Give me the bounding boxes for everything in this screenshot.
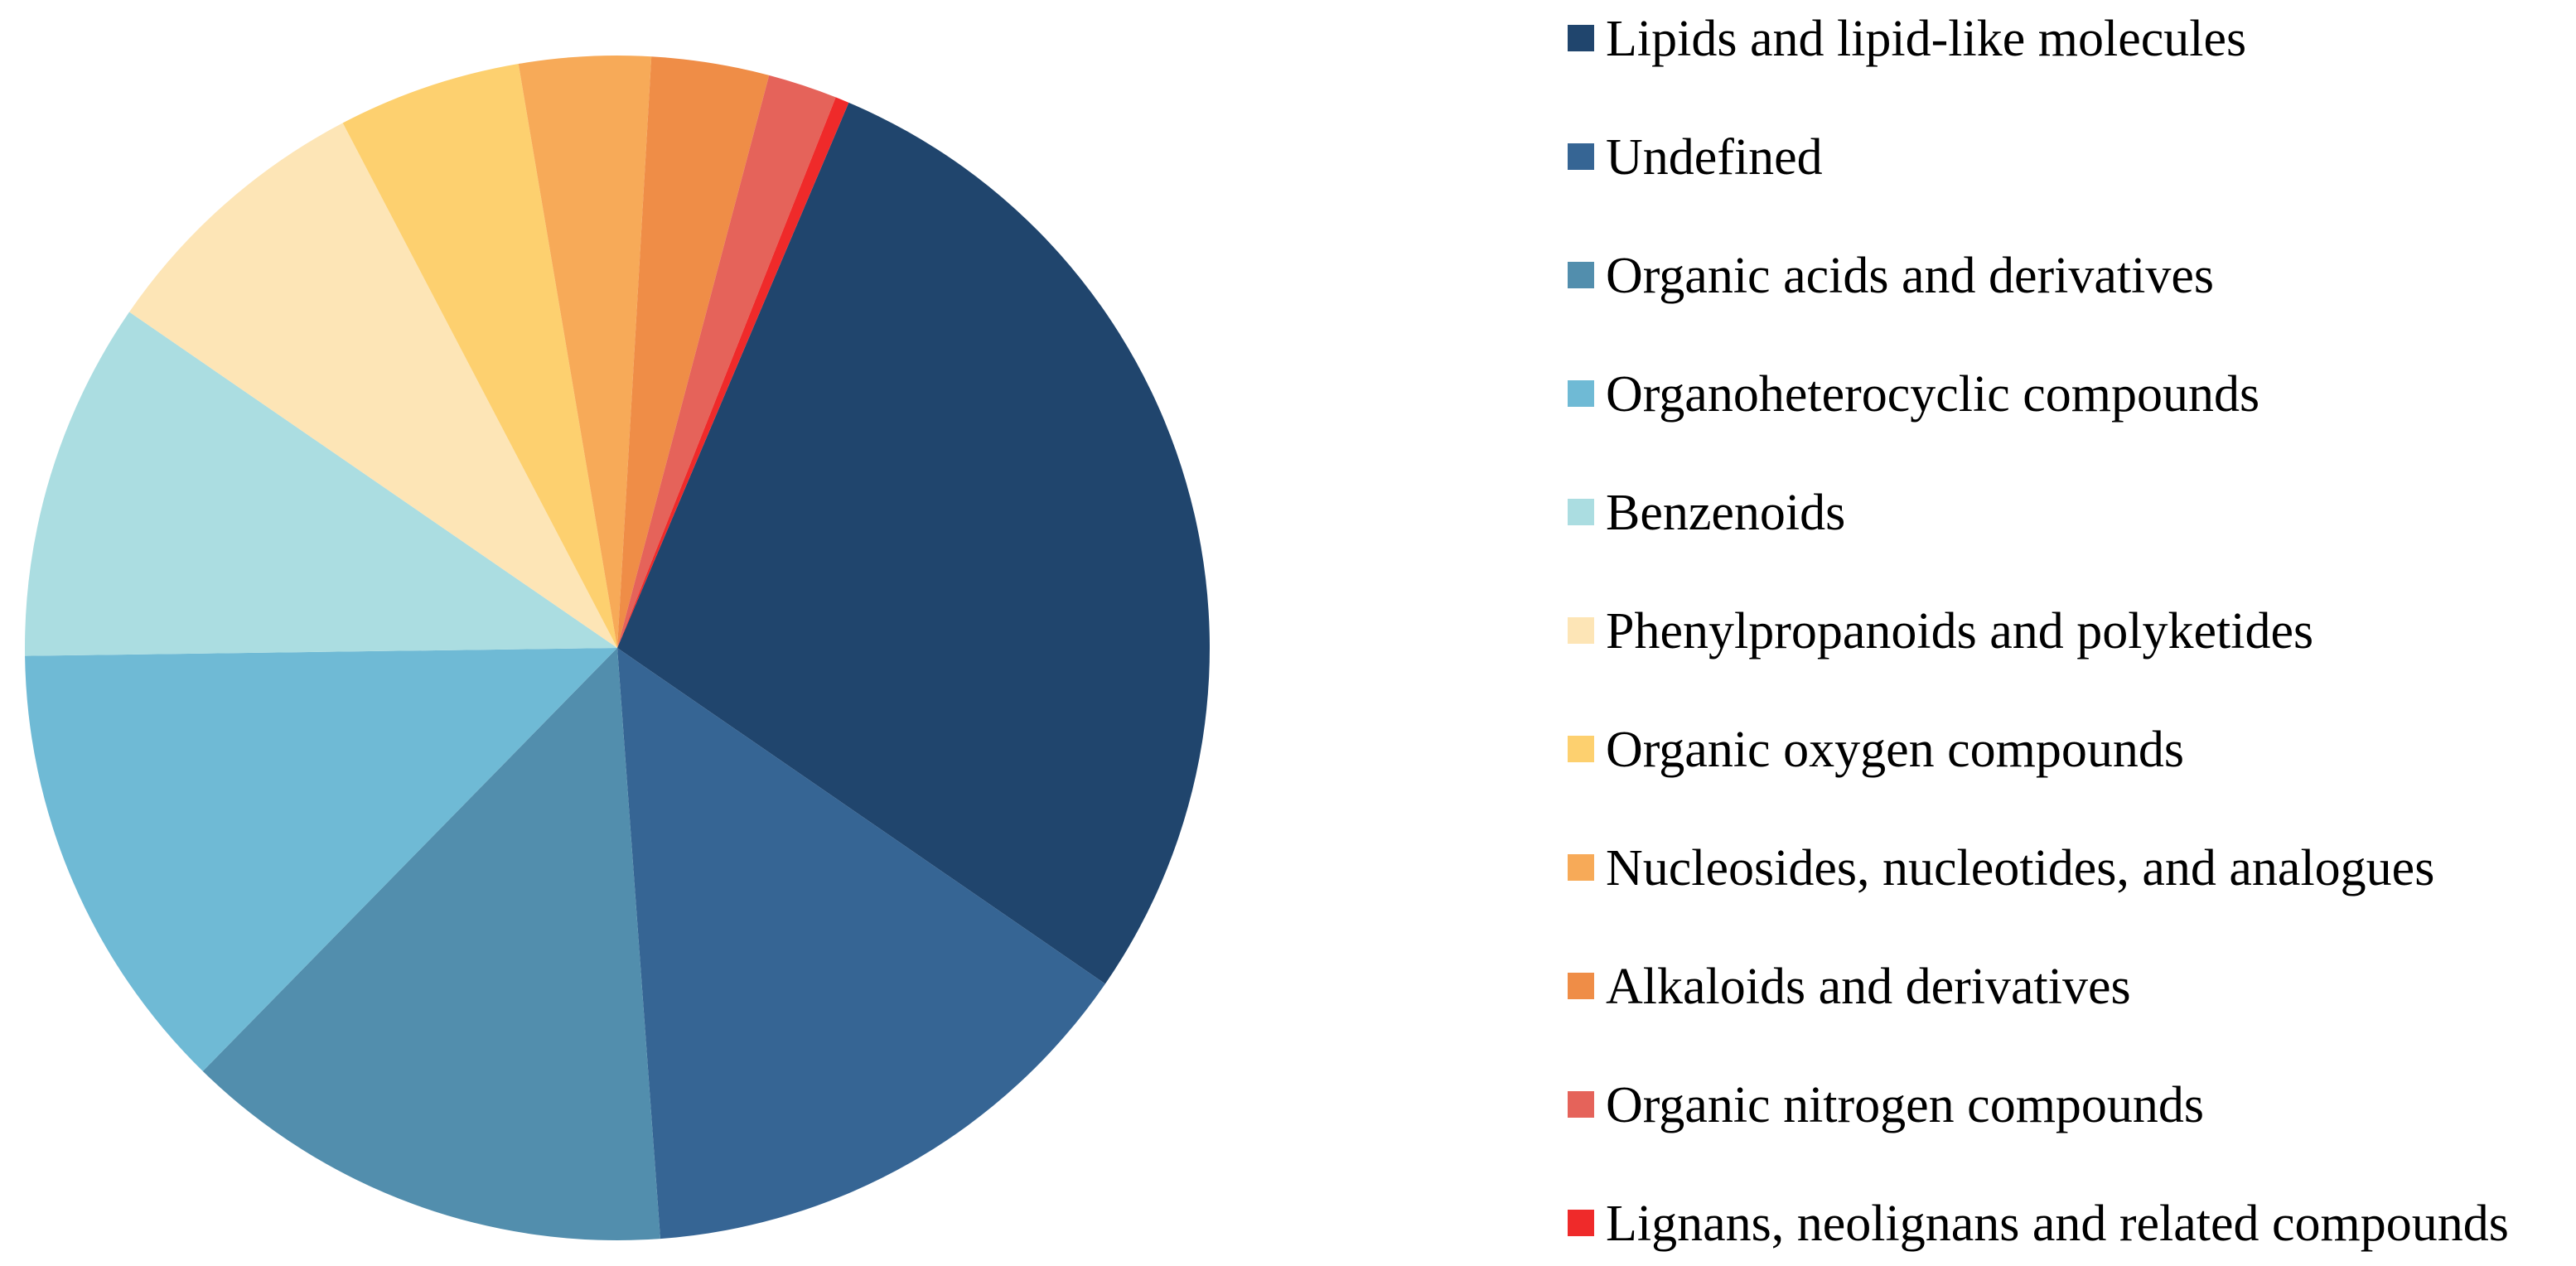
legend-swatch-5 (1568, 499, 1594, 525)
legend-label-10: Organic nitrogen compounds (1606, 1077, 2204, 1133)
legend-swatch-7 (1568, 736, 1594, 762)
pie-slice-1 (617, 102, 1211, 984)
pie-slice-9 (617, 56, 770, 648)
legend-swatch-8 (1568, 854, 1594, 881)
legend-swatch-2 (1568, 143, 1594, 170)
pie-slice-8 (518, 56, 652, 648)
pie-slice-6 (129, 123, 617, 648)
legend-swatch-4 (1568, 380, 1594, 407)
legend-label-3: Organic acids and derivatives (1606, 248, 2214, 304)
legend: Lipids and lipid-like molecules Undefined… (1568, 11, 2509, 1252)
legend-label-7: Organic oxygen compounds (1606, 722, 2184, 778)
legend-label-5: Benzenoids (1606, 485, 1845, 541)
legend-swatch-3 (1568, 262, 1594, 288)
legend-label-1: Lipids and lipid-like molecules (1606, 11, 2246, 67)
pie-slice-4 (25, 648, 617, 1071)
legend-swatch-11 (1568, 1210, 1594, 1236)
legend-label-2: Undefined (1606, 129, 1823, 186)
pie-slice-7 (342, 64, 617, 648)
legend-label-4: Organoheterocyclic compounds (1606, 366, 2259, 423)
legend-label-6: Phenylpropanoids and polyketides (1606, 603, 2313, 660)
legend-swatch-1 (1568, 25, 1594, 51)
legend-swatch-10 (1568, 1091, 1594, 1118)
pie-slice-3 (202, 648, 660, 1241)
pie-slice-10 (617, 75, 836, 648)
legend-label-11: Lignans, neolignans and related compound… (1606, 1196, 2509, 1252)
legend-label-8: Nucleosides, nucleotides, and analogues (1606, 840, 2434, 896)
legend-swatch-6 (1568, 617, 1594, 644)
pie-slice-5 (25, 312, 618, 656)
legend-swatch-9 (1568, 973, 1594, 999)
legend-label-9: Alkaloids and derivatives (1606, 959, 2131, 1015)
pie-slice-11 (617, 97, 849, 648)
pie-slices (25, 56, 1211, 1241)
pie-slice-2 (617, 648, 1105, 1239)
